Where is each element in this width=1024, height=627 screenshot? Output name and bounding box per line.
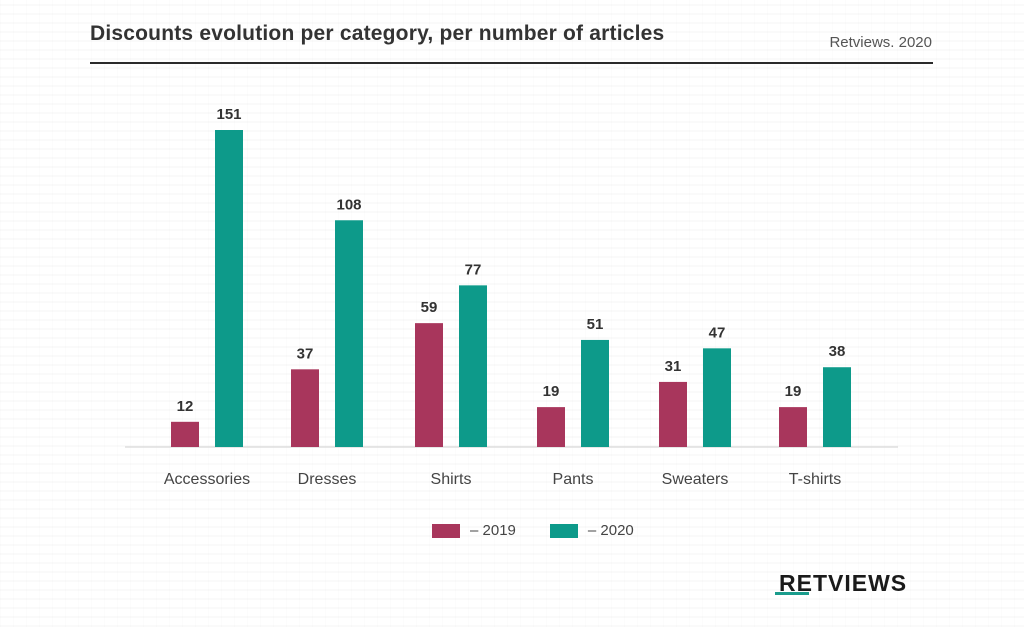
legend-item-2020: – 2020: [549, 522, 634, 539]
legend-swatch-2020: [549, 523, 578, 538]
data-label-pants-2020: 51: [587, 316, 604, 333]
legend-item-2019: – 2019: [432, 522, 516, 539]
bar-pants-2019: [537, 407, 565, 447]
data-label-t-shirts-2019: 19: [785, 383, 802, 400]
x-tick-label-accessories: Accessories: [164, 471, 250, 488]
source-label: Retviews. 2020: [829, 34, 932, 51]
title-divider: [90, 62, 933, 64]
legend-label-2019: – 2019: [470, 522, 516, 539]
data-label-sweaters-2020: 47: [709, 324, 726, 341]
brand-logo: RETVIEWS: [779, 570, 908, 596]
x-tick-label-shirts: Shirts: [431, 471, 472, 488]
chart-title: Discounts evolution per category, per nu…: [90, 22, 665, 45]
x-tick-label-pants: Pants: [553, 471, 594, 488]
data-label-sweaters-2019: 31: [665, 358, 682, 375]
bar-pants-2020: [581, 339, 609, 447]
x-tick-label-dresses: Dresses: [298, 471, 357, 488]
bar-accessories-2020: [215, 130, 243, 447]
data-label-t-shirts-2020: 38: [829, 343, 846, 360]
data-label-dresses-2019: 37: [297, 345, 314, 362]
bar-accessories-2019: [171, 421, 199, 447]
bar-dresses-2019: [291, 369, 319, 447]
x-tick-label-sweaters: Sweaters: [662, 471, 729, 488]
bar-t-shirts-2019: [779, 407, 807, 447]
data-label-accessories-2019: 12: [177, 398, 194, 415]
legend: – 2019 – 2020: [432, 522, 668, 539]
data-label-accessories-2020: 151: [216, 106, 241, 123]
bar-shirts-2020: [459, 285, 487, 447]
bar-dresses-2020: [335, 220, 363, 447]
brand-underline: [775, 592, 809, 595]
data-label-shirts-2020: 77: [465, 261, 482, 278]
bar-sweaters-2020: [703, 348, 731, 447]
data-label-pants-2019: 19: [543, 383, 560, 400]
bar-t-shirts-2020: [823, 367, 851, 447]
data-label-dresses-2020: 108: [336, 196, 361, 213]
x-tick-label-t-shirts: T-shirts: [789, 471, 841, 488]
legend-label-2020: – 2020: [587, 522, 634, 539]
legend-swatch-2019: [432, 523, 460, 538]
bar-shirts-2019: [415, 323, 443, 447]
bar-sweaters-2019: [659, 381, 687, 447]
data-label-shirts-2019: 59: [421, 299, 438, 316]
